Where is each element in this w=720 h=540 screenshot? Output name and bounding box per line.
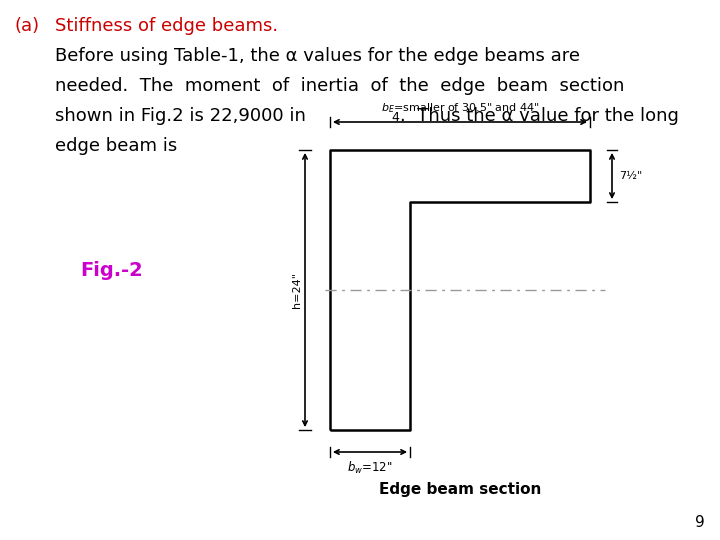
Text: needed.  The  moment  of  inertia  of  the  edge  beam  section: needed. The moment of inertia of the edg… [55, 77, 624, 95]
Text: 9: 9 [696, 515, 705, 530]
Text: $b_w$=12": $b_w$=12" [347, 460, 393, 476]
Text: Before using Table-1, the α values for the edge beams are: Before using Table-1, the α values for t… [55, 47, 580, 65]
Text: (a): (a) [15, 17, 40, 35]
Text: Stiffness of edge beams.: Stiffness of edge beams. [55, 17, 278, 35]
Text: 4: 4 [391, 111, 399, 124]
Text: shown in Fig.2 is 22,9000 in: shown in Fig.2 is 22,9000 in [55, 107, 306, 125]
Text: .  Thus the α value for the long: . Thus the α value for the long [400, 107, 679, 125]
Text: 7½": 7½" [619, 171, 642, 181]
Text: h=24": h=24" [292, 272, 302, 308]
Text: edge beam is: edge beam is [55, 137, 177, 155]
Text: Fig.-2: Fig.-2 [80, 260, 143, 280]
Text: $b_E$=smaller of 30.5" and 44": $b_E$=smaller of 30.5" and 44" [381, 101, 539, 115]
Text: Edge beam section: Edge beam section [379, 482, 541, 497]
